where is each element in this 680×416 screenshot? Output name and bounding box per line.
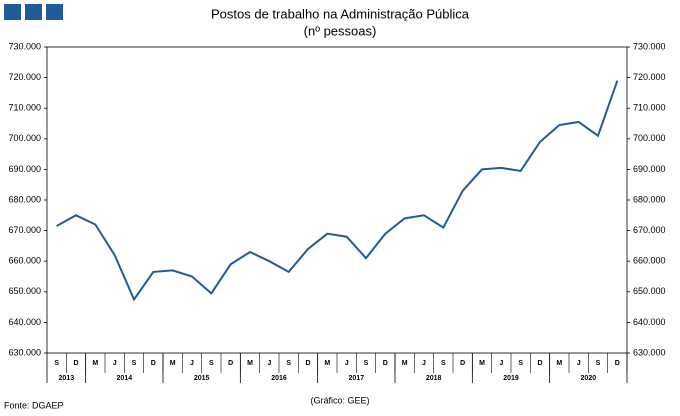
y-tick-label: 720.000 <box>8 72 41 82</box>
source: Fonte: DGAEP <box>4 400 64 410</box>
x-tick-label: D <box>615 360 620 367</box>
x-tick-label: J <box>499 360 503 367</box>
x-tick-label: J <box>577 360 581 367</box>
y2-tick-label: 660.000 <box>633 256 666 266</box>
y-tick-label: 670.000 <box>8 225 41 235</box>
y2-tick-label: 640.000 <box>633 317 666 327</box>
logo-block <box>25 4 42 20</box>
x-tick-label: D <box>151 360 156 367</box>
x-tick-label: S <box>54 360 59 367</box>
x-tick-label: D <box>73 360 78 367</box>
y-tick-label: 660.000 <box>8 256 41 266</box>
x-tick-label: S <box>286 360 291 367</box>
y-tick-label: 630.000 <box>8 347 41 357</box>
year-label: 2018 <box>426 375 442 382</box>
chart-title: Postos de trabalho na Administração Públ… <box>211 6 470 21</box>
year-label: 2014 <box>117 375 133 382</box>
x-tick-label: J <box>267 360 271 367</box>
y2-tick-label: 690.000 <box>633 164 666 174</box>
y2-tick-label: 680.000 <box>633 194 666 204</box>
y2-tick-label: 650.000 <box>633 286 666 296</box>
x-tick-label: D <box>537 360 542 367</box>
year-label: 2020 <box>581 375 597 382</box>
x-tick-label: S <box>132 360 137 367</box>
y-tick-label: 710.000 <box>8 103 41 113</box>
y-tick-label: 640.000 <box>8 317 41 327</box>
y-tick-label: 680.000 <box>8 194 41 204</box>
y2-tick-label: 630.000 <box>633 347 666 357</box>
year-label: 2013 <box>59 375 75 382</box>
x-tick-label: S <box>596 360 601 367</box>
y-tick-label: 700.000 <box>8 133 41 143</box>
y2-tick-label: 670.000 <box>633 225 666 235</box>
x-tick-label: M <box>556 360 562 367</box>
x-tick-label: J <box>345 360 349 367</box>
y-tick-label: 730.000 <box>8 41 41 51</box>
data-line <box>56 80 619 302</box>
y-tick-label: 650.000 <box>8 286 41 296</box>
x-tick-label: D <box>383 360 388 367</box>
x-tick-label: S <box>441 360 446 367</box>
x-tick-label: D <box>305 360 310 367</box>
x-tick-label: J <box>113 360 117 367</box>
x-tick-label: M <box>92 360 98 367</box>
x-tick-label: M <box>479 360 485 367</box>
logo-block <box>46 4 63 20</box>
x-tick-label: M <box>402 360 408 367</box>
x-tick-label: M <box>247 360 253 367</box>
y2-tick-label: 710.000 <box>633 103 666 113</box>
plot-area <box>46 46 628 354</box>
y-tick-label: 690.000 <box>8 164 41 174</box>
x-tick-label: S <box>209 360 214 367</box>
x-tick-label: J <box>190 360 194 367</box>
year-label: 2019 <box>503 375 519 382</box>
y2-tick-label: 720.000 <box>633 72 666 82</box>
x-tick-label: J <box>422 360 426 367</box>
x-tick-label: S <box>518 360 523 367</box>
year-label: 2016 <box>271 375 287 382</box>
credit: (Gráfico: GEE) <box>310 395 369 405</box>
year-label: 2015 <box>194 375 210 382</box>
x-tick-label: D <box>460 360 465 367</box>
x-tick-label: D <box>228 360 233 367</box>
x-tick-label: M <box>324 360 330 367</box>
y2-tick-label: 700.000 <box>633 133 666 143</box>
x-tick-label: M <box>170 360 176 367</box>
logo-block <box>4 4 21 20</box>
chart-subtitle: (nº pessoas) <box>304 23 377 38</box>
y2-tick-label: 730.000 <box>633 41 666 51</box>
x-tick-label: S <box>364 360 369 367</box>
year-label: 2017 <box>349 375 365 382</box>
